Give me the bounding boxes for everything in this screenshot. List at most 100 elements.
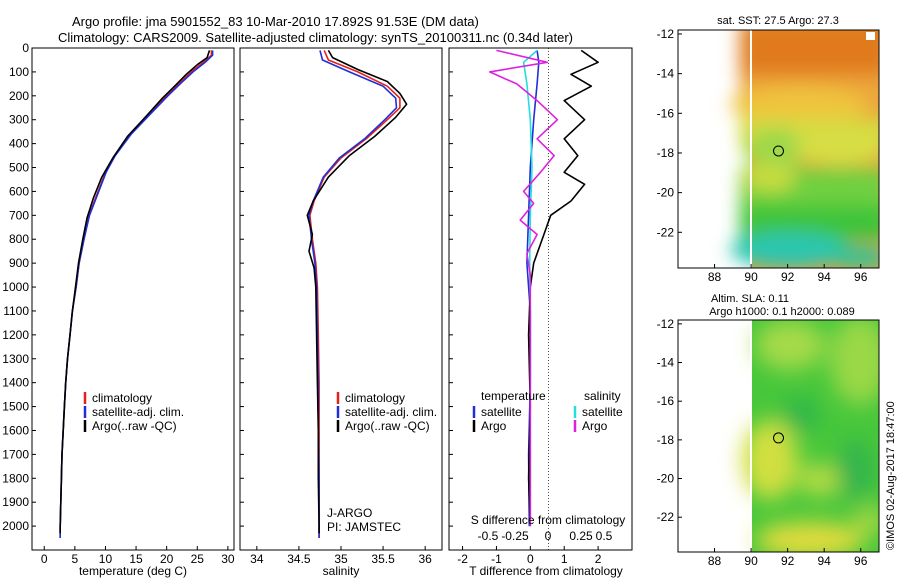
legend-label-sal-argo: Argo bbox=[582, 419, 608, 433]
sla-map-title-line1: Altim. SLA: 0.11 bbox=[711, 293, 789, 305]
map-y-tick-label: -12 bbox=[657, 317, 675, 331]
temperature-axis: 0 5 10 15 20 25 30 bbox=[41, 546, 235, 566]
map-y-tick-label: -14 bbox=[657, 67, 675, 81]
legend-label-climatology: climatology bbox=[92, 391, 152, 405]
difference-depth-ticks bbox=[449, 47, 453, 527]
sla-map-frame bbox=[677, 319, 880, 553]
map-x-tick-label: 88 bbox=[708, 270, 722, 284]
legend-label-climatology: climatology bbox=[345, 391, 405, 405]
x-tick-label: -2 bbox=[457, 552, 468, 566]
legend-label-satellite: satellite-adj. clim. bbox=[92, 405, 184, 419]
sst-map-axes: 88 90 92 94 96 -12 -14 -16 -18 -20 -22 bbox=[657, 27, 868, 284]
sst-map-title: sat. SST: 27.5 Argo: 27.3 bbox=[717, 15, 839, 27]
temperature-panel: 0100200300400500600700800900100011001200… bbox=[2, 41, 235, 578]
map-y-tick-label: -20 bbox=[657, 186, 675, 200]
salinity-difference-tick-label: -0.5 bbox=[478, 529, 499, 543]
series-salinity-argo bbox=[488, 49, 559, 527]
salinity-difference-tick-label: 0 bbox=[545, 529, 552, 543]
temperature-axes-frame bbox=[31, 47, 235, 551]
y-tick-label: 1100 bbox=[3, 304, 29, 318]
map-y-tick-label: -16 bbox=[657, 106, 675, 120]
x-tick-label: 30 bbox=[221, 552, 235, 566]
y-tick-label: 2000 bbox=[2, 519, 29, 533]
difference-xlabel: T difference from climatology bbox=[469, 564, 623, 578]
y-tick-label: 1300 bbox=[2, 352, 29, 366]
x-tick-label: 1 bbox=[561, 552, 568, 566]
y-tick-label: 0 bbox=[22, 41, 29, 55]
x-tick-label: 0 bbox=[41, 552, 48, 566]
legend-label-sal-satellite: satellite bbox=[582, 405, 623, 419]
y-tick-label: 100 bbox=[9, 65, 29, 79]
temperature-xlabel: temperature (deg C) bbox=[79, 564, 187, 578]
map-y-tick-label: -18 bbox=[657, 146, 675, 160]
y-tick-label: 1700 bbox=[2, 447, 29, 461]
difference-panel: -2 -1 0 1 2 T difference from climatology S … bbox=[448, 47, 633, 578]
y-tick-label: 1900 bbox=[2, 495, 29, 509]
series-temperature-argo bbox=[527, 49, 599, 527]
x-tick-label: 36 bbox=[418, 552, 432, 566]
series-argo-raw-qc- bbox=[59, 50, 211, 534]
figure-title-line1: Argo profile: jma 5901552_83 10-Mar-2010… bbox=[72, 14, 479, 29]
map-y-tick-label: -22 bbox=[657, 225, 675, 239]
x-tick-label: 35 bbox=[334, 552, 348, 566]
temperature-legend: climatology satellite-adj. clim. Argo(..… bbox=[83, 391, 184, 433]
sla-map-title-line2: Argo h1000: 0.1 h2000: 0.089 bbox=[709, 306, 855, 318]
y-tick-label: 300 bbox=[9, 113, 29, 127]
x-tick-label: 15 bbox=[129, 552, 143, 566]
salinity-profiles bbox=[306, 49, 408, 538]
difference-axes-frame bbox=[448, 47, 633, 551]
sst-heatmap bbox=[730, 30, 879, 268]
difference-legend: temperature salinity satellite Argo sate… bbox=[472, 389, 623, 433]
map-x-tick-label: 90 bbox=[744, 554, 758, 568]
salinity-axis: 34 34.5 35 35.5 36 bbox=[250, 546, 432, 566]
salinity-difference-tick-label: -0.25 bbox=[501, 529, 529, 543]
sla-map-panel: Altim. SLA: 0.11 Argo h1000: 0.1 h2000: … bbox=[657, 293, 880, 568]
x-tick-label: 2 bbox=[595, 552, 602, 566]
difference-axis: -2 -1 0 1 2 bbox=[457, 546, 602, 566]
map-y-tick-label: -18 bbox=[657, 433, 675, 447]
x-tick-label: 35.5 bbox=[371, 552, 395, 566]
argo-location-marker bbox=[773, 145, 784, 157]
y-tick-label: 1500 bbox=[2, 400, 29, 414]
map-x-tick-label: 92 bbox=[781, 554, 795, 568]
legend-label-argo: Argo(..raw -QC) bbox=[92, 419, 177, 433]
figure-title-line2: Climatology: CARS2009. Satellite-adjuste… bbox=[58, 30, 573, 45]
legend-heading-salinity: salinity bbox=[584, 389, 621, 403]
salinity-difference-tick-label: 0.5 bbox=[596, 529, 613, 543]
map-x-tick-label: 88 bbox=[708, 554, 722, 568]
map-y-tick-label: -12 bbox=[657, 27, 675, 41]
sla-map-axes: 88 90 92 94 96 -12 -14 -16 -18 -20 -22 bbox=[657, 317, 868, 568]
legend-label-temp-satellite: satellite bbox=[481, 405, 522, 419]
map-y-tick-label: -16 bbox=[657, 394, 675, 408]
salinity-depth-ticks bbox=[240, 47, 244, 527]
salinity-difference-tick-label: 0.25 bbox=[569, 529, 593, 543]
salinity-difference-label: S difference from climatology bbox=[471, 513, 626, 527]
map-x-tick-label: 94 bbox=[818, 270, 832, 284]
series-argo-raw-qc- bbox=[306, 49, 408, 534]
map-y-tick-label: -22 bbox=[657, 510, 675, 524]
y-tick-label: 1200 bbox=[2, 328, 29, 342]
y-tick-label: 500 bbox=[9, 161, 29, 175]
annotation-pi: PI: JAMSTEC bbox=[327, 520, 401, 534]
depth-axis: 0 100 200 300 400 500 600 700 800 900 1000 1100 1200… bbox=[2, 41, 36, 533]
salinity-legend: climatology satellite-adj. clim. Argo(..… bbox=[336, 391, 437, 433]
legend-label-temp-argo: Argo bbox=[481, 419, 507, 433]
map-y-tick-label: -14 bbox=[657, 356, 675, 370]
y-tick-label: 200 bbox=[9, 89, 29, 103]
salinity-difference-ticks: -0.5 -0.25 0 0.25 0.5 bbox=[478, 529, 613, 543]
temperature-profiles bbox=[59, 50, 214, 538]
x-tick-label: 20 bbox=[160, 552, 174, 566]
y-tick-label: 600 bbox=[9, 184, 29, 198]
y-tick-label: 400 bbox=[9, 137, 29, 151]
map-x-tick-label: 92 bbox=[781, 270, 795, 284]
y-tick-label: 1600 bbox=[2, 423, 29, 437]
legend-heading-temperature: temperature bbox=[481, 389, 546, 403]
legend-label-satellite: satellite-adj. clim. bbox=[345, 405, 437, 419]
y-tick-label: 900 bbox=[9, 256, 29, 270]
x-tick-label: 25 bbox=[191, 552, 205, 566]
map-x-tick-label: 94 bbox=[818, 554, 832, 568]
y-tick-label: 1400 bbox=[2, 376, 29, 390]
x-tick-label: 34 bbox=[250, 552, 264, 566]
y-tick-label: 1000 bbox=[2, 280, 29, 294]
